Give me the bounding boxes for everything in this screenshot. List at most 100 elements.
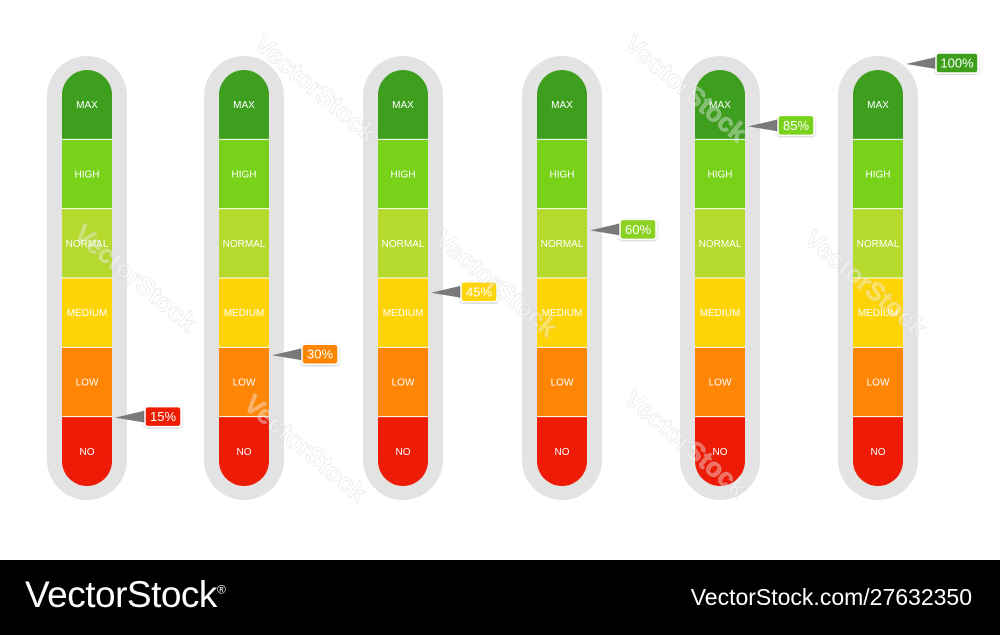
level-meters-illustration: MAX HIGH NORMAL MEDIUM LOW NO 15% MAX HIGH NORMAL… [47,28,979,509]
pointer-arrow [431,285,461,298]
meter-segment-low [62,347,112,417]
meter-segment-normal [378,208,428,278]
meter-segment-max [62,70,112,140]
pointer-arrow [748,119,778,132]
level-label-high: HIGH [550,170,575,181]
level-meter-2: MAX HIGH NORMAL MEDIUM LOW NO 30% [204,56,339,500]
value-label: 15% [150,409,176,424]
footer-image-id: VectorStock.com/27632350 [690,584,972,610]
level-label-normal: NORMAL [66,239,109,250]
level-label-normal: NORMAL [857,239,900,250]
level-label-medium: MEDIUM [858,308,899,319]
value-label: 85% [783,118,809,133]
meter-segment-max [219,70,269,140]
level-label-medium: MEDIUM [383,308,424,319]
level-label-medium: MEDIUM [224,308,265,319]
level-label-normal: NORMAL [699,239,742,250]
meter-segment-high [537,139,587,209]
value-indicator: 60% [590,218,657,241]
level-label-max: MAX [233,100,255,111]
meter-segment-normal [62,208,112,278]
level-meter-5: MAX HIGH NORMAL MEDIUM LOW NO 85% [680,56,815,500]
level-label-low: LOW [392,378,415,389]
level-label-high: HIGH [75,170,100,181]
level-label-medium: MEDIUM [700,308,741,319]
level-meter-6: MAX HIGH NORMAL MEDIUM LOW NO 100% [838,52,979,500]
level-label-high: HIGH [866,170,891,181]
value-badge [935,52,979,74]
meter-segment-low [219,347,269,417]
level-label-low: LOW [233,378,256,389]
meter-segment-no [537,416,587,486]
level-label-no: NO [237,447,252,458]
value-indicator: 100% [906,52,979,74]
meter-segment-medium [378,278,428,348]
footer-brand: VectorStock® [25,574,226,615]
level-meter-4: MAX HIGH NORMAL MEDIUM LOW NO 60% [522,56,657,500]
value-badge [460,281,498,303]
value-indicator: 85% [748,114,815,137]
meter-segment-high [853,139,903,209]
level-label-high: HIGH [708,170,733,181]
meter-segment-normal [219,208,269,278]
value-badge [619,218,657,241]
level-meter-1: MAX HIGH NORMAL MEDIUM LOW NO 15% [47,56,182,500]
meter-segment-medium [219,278,269,348]
meter-segment-low [537,347,587,417]
meter-tube [378,70,428,486]
meter-segment-medium [853,278,903,348]
value-label: 100% [940,56,974,71]
level-label-normal: NORMAL [382,239,425,250]
meter-segment-max [695,70,745,140]
meter-tube [219,70,269,486]
level-label-no: NO [396,447,411,458]
value-indicator: 45% [431,281,498,303]
value-badge [144,405,182,428]
level-label-max: MAX [709,100,731,111]
meter-segment-high [62,139,112,209]
value-indicator: 15% [115,405,182,428]
meter-segment-high [695,139,745,209]
meter-segment-no [695,416,745,486]
meter-segment-high [219,139,269,209]
level-label-medium: MEDIUM [542,308,583,319]
meter-segment-high [378,139,428,209]
meter-segment-medium [695,278,745,348]
level-label-no: NO [871,447,886,458]
meter-segment-max [537,70,587,140]
meter-segment-no [62,416,112,486]
meter-segment-normal [695,208,745,278]
level-label-low: LOW [709,378,732,389]
meter-tube [695,70,745,486]
level-label-high: HIGH [232,170,257,181]
level-label-max: MAX [392,100,414,111]
meter-segment-medium [537,278,587,348]
value-label: 45% [466,284,492,299]
pointer-arrow [906,57,936,69]
meter-segment-low [853,347,903,417]
level-label-no: NO [713,447,728,458]
level-label-low: LOW [551,378,574,389]
value-indicator: 30% [272,343,339,365]
meter-tube [62,70,112,486]
meter-segment-low [695,347,745,417]
meter-segment-no [378,416,428,486]
level-label-max: MAX [551,100,573,111]
level-label-medium: MEDIUM [67,308,108,319]
level-label-normal: NORMAL [223,239,266,250]
meter-segment-medium [62,278,112,348]
pointer-arrow [590,223,620,236]
meter-tube [537,70,587,486]
pointer-arrow [115,410,145,423]
level-label-max: MAX [76,100,98,111]
footer-bar: VectorStock® VectorStock.com/27632350 [0,560,1000,635]
value-label: 60% [625,222,651,237]
level-label-low: LOW [867,378,890,389]
meter-segment-low [378,347,428,417]
value-badge [301,343,339,365]
meter-segment-normal [853,208,903,278]
level-meter-3: MAX HIGH NORMAL MEDIUM LOW NO 45% [363,56,498,500]
meter-segment-no [219,416,269,486]
level-label-no: NO [80,447,95,458]
level-label-low: LOW [76,378,99,389]
